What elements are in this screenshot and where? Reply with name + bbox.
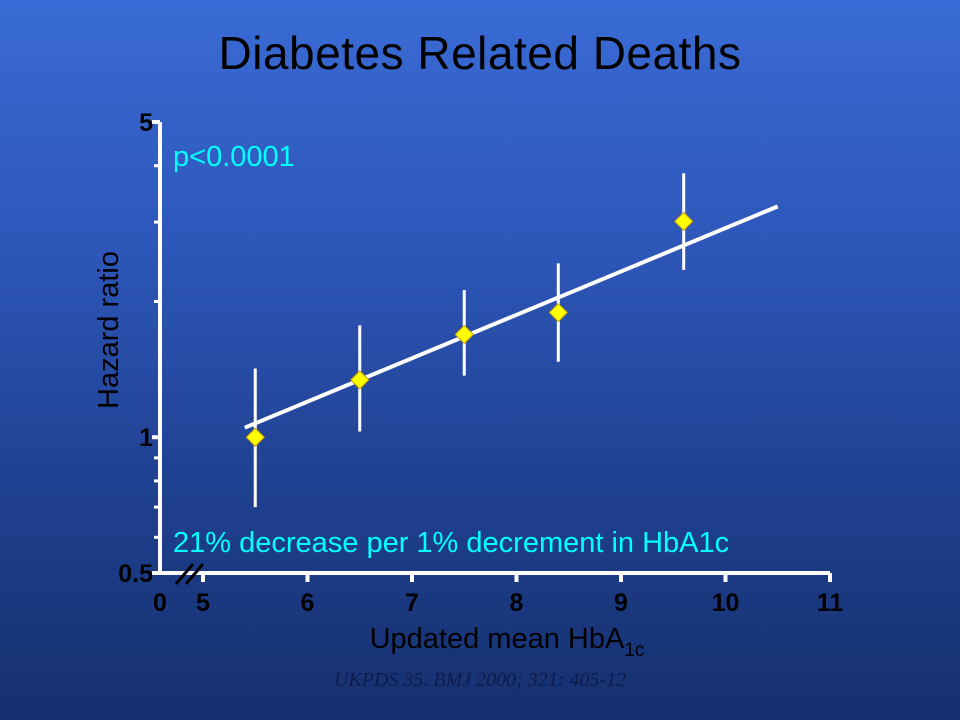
data-point-marker	[245, 427, 265, 447]
axis-break-stroke	[174, 563, 195, 585]
data-point-marker	[548, 302, 569, 323]
x-axis-title-subscript: 1c	[624, 640, 644, 661]
x-axis-title-main: Updated mean HbA	[370, 623, 625, 655]
data-point-marker	[350, 370, 370, 390]
x-tick-label: 9	[614, 589, 628, 617]
data-points	[245, 173, 694, 508]
axis-break-stroke	[184, 563, 205, 585]
axes-group: 0.5 1 5 0 5 6 7 8 9 10 11	[118, 109, 843, 617]
x-tick-label: 0	[153, 589, 167, 617]
regression-fit-line	[244, 204, 779, 430]
citation: UKPDS 35. BMJ 2000; 321: 405-12	[333, 669, 627, 691]
x-tick-label: 8	[510, 589, 524, 617]
data-point-marker	[454, 324, 474, 345]
data-point-marker	[673, 211, 694, 232]
x-tick-label: 7	[405, 589, 419, 617]
x-tick-label: 6	[301, 589, 315, 617]
y-ticks: 0.5 1 5	[118, 109, 160, 588]
x-ticks: 0 5 6 7 8 9 10 11	[153, 573, 843, 617]
y-axis-title: Hazard ratio	[93, 251, 125, 409]
x-tick-label: 10	[712, 589, 740, 617]
y-tick-label: 0.5	[118, 560, 153, 588]
decrease-annotation: 21% decrease per 1% decrement in HbA1c	[173, 527, 729, 559]
x-axis-title: Updated mean HbA1c	[370, 623, 645, 661]
y-tick-label: 1	[139, 424, 153, 452]
y-tick-label: 5	[139, 109, 153, 137]
x-tick-label: 5	[196, 589, 210, 617]
p-value-annotation: p<0.0001	[173, 141, 295, 173]
x-tick-label: 11	[817, 589, 844, 617]
slide-title: Diabetes Related Deaths	[218, 27, 742, 79]
axis-break-mark	[174, 563, 205, 585]
